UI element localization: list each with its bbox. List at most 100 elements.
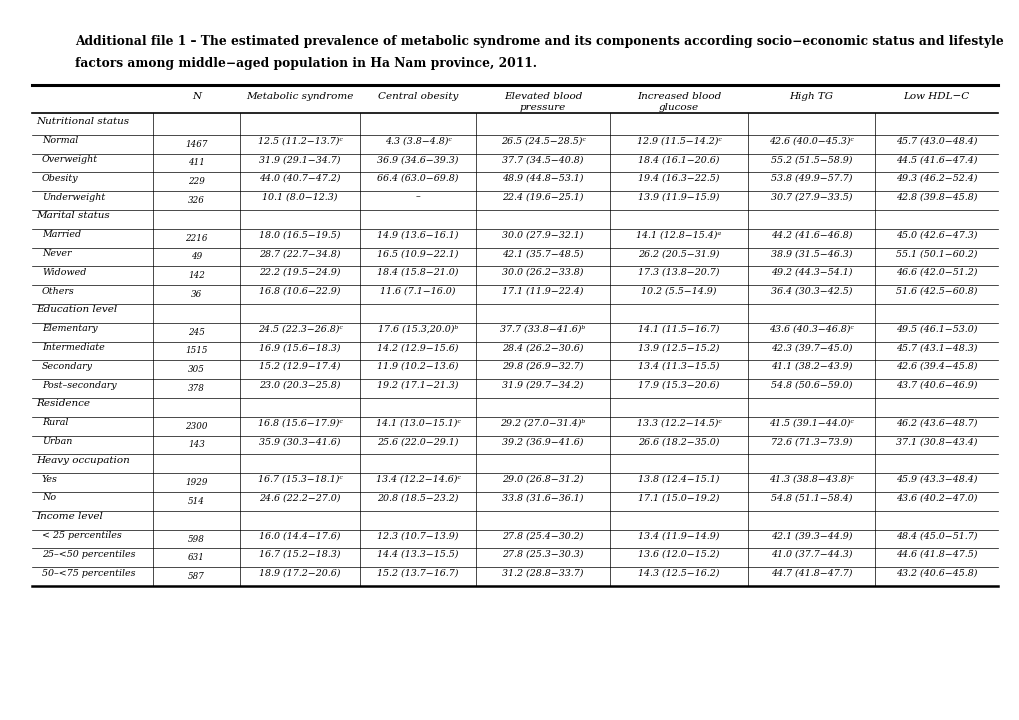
Text: 229: 229: [187, 177, 205, 186]
Text: 10.1 (8.0−12.3): 10.1 (8.0−12.3): [262, 193, 337, 202]
Text: 14.1 (13.0−15.1)ᶜ: 14.1 (13.0−15.1)ᶜ: [375, 418, 460, 427]
Text: 10.2 (5.5−14.9): 10.2 (5.5−14.9): [641, 287, 716, 296]
Text: 37.1 (30.8−43.4): 37.1 (30.8−43.4): [895, 437, 976, 446]
Text: 27.8 (25.4−30.2): 27.8 (25.4−30.2): [501, 531, 583, 540]
Text: Elevated blood: Elevated blood: [503, 92, 582, 101]
Text: No: No: [42, 493, 56, 503]
Text: 20.8 (18.5−23.2): 20.8 (18.5−23.2): [377, 493, 459, 503]
Text: 42.6 (40.0−45.3)ᶜ: 42.6 (40.0−45.3)ᶜ: [768, 136, 853, 145]
Text: Central obesity: Central obesity: [377, 92, 458, 101]
Text: 14.4 (13.3−15.5): 14.4 (13.3−15.5): [377, 550, 459, 559]
Text: N: N: [192, 92, 201, 101]
Text: 14.1 (11.5−16.7): 14.1 (11.5−16.7): [638, 324, 719, 333]
Text: 142: 142: [187, 271, 205, 280]
Text: 37.7 (34.5−40.8): 37.7 (34.5−40.8): [501, 155, 583, 164]
Text: 48.9 (44.8−53.1): 48.9 (44.8−53.1): [501, 174, 583, 183]
Text: 43.6 (40.3−46.8)ᶜ: 43.6 (40.3−46.8)ᶜ: [768, 324, 853, 333]
Text: Married: Married: [42, 230, 82, 239]
Text: 42.1 (35.7−48.5): 42.1 (35.7−48.5): [501, 249, 583, 258]
Text: 30.7 (27.9−33.5): 30.7 (27.9−33.5): [770, 193, 852, 202]
Text: 24.5 (22.3−26.8)ᶜ: 24.5 (22.3−26.8)ᶜ: [258, 324, 342, 333]
Text: Metabolic syndrome: Metabolic syndrome: [246, 92, 354, 101]
Text: 41.0 (37.7−44.3): 41.0 (37.7−44.3): [770, 550, 852, 559]
Text: 25.6 (22.0−29.1): 25.6 (22.0−29.1): [377, 437, 459, 446]
Text: 18.4 (16.1−20.6): 18.4 (16.1−20.6): [638, 155, 719, 164]
Text: 45.0 (42.6−47.3): 45.0 (42.6−47.3): [895, 230, 976, 239]
Text: 14.3 (12.5−16.2): 14.3 (12.5−16.2): [638, 569, 719, 577]
Text: 25–<50 percentiles: 25–<50 percentiles: [42, 550, 136, 559]
Text: Additional file 1 – The estimated prevalence of metabolic syndrome and its compo: Additional file 1 – The estimated preval…: [75, 35, 1003, 48]
Text: 16.0 (14.4−17.6): 16.0 (14.4−17.6): [259, 531, 340, 540]
Text: 49.5 (46.1−53.0): 49.5 (46.1−53.0): [895, 324, 976, 333]
Text: 46.6 (42.0−51.2): 46.6 (42.0−51.2): [895, 268, 976, 277]
Text: glucose: glucose: [658, 103, 698, 112]
Text: factors among middle−aged population in Ha Nam province, 2011.: factors among middle−aged population in …: [75, 57, 536, 70]
Text: 14.9 (13.6−16.1): 14.9 (13.6−16.1): [377, 230, 459, 239]
Text: 54.8 (50.6−59.0): 54.8 (50.6−59.0): [770, 381, 852, 390]
Text: 411: 411: [187, 158, 205, 168]
Text: Increased blood: Increased blood: [636, 92, 720, 101]
Text: 245: 245: [187, 328, 205, 337]
Text: 29.8 (26.9−32.7): 29.8 (26.9−32.7): [501, 362, 583, 371]
Text: Widowed: Widowed: [42, 268, 87, 277]
Text: 55.2 (51.5−58.9): 55.2 (51.5−58.9): [770, 155, 852, 164]
Text: Income level: Income level: [36, 513, 103, 521]
Text: 18.9 (17.2−20.6): 18.9 (17.2−20.6): [259, 569, 340, 577]
Text: High TG: High TG: [789, 92, 833, 101]
Text: 2300: 2300: [185, 422, 208, 431]
Text: 4.3 (3.8−4.8)ᶜ: 4.3 (3.8−4.8)ᶜ: [384, 136, 451, 145]
Text: 48.4 (45.0−51.7): 48.4 (45.0−51.7): [895, 531, 976, 540]
Text: 13.8 (12.4−15.1): 13.8 (12.4−15.1): [638, 474, 719, 484]
Text: 14.1 (12.8−15.4)ᵃ: 14.1 (12.8−15.4)ᵃ: [636, 230, 720, 239]
Text: 24.6 (22.2−27.0): 24.6 (22.2−27.0): [259, 493, 340, 503]
Text: 30.0 (27.9−32.1): 30.0 (27.9−32.1): [501, 230, 583, 239]
Text: 17.9 (15.3−20.6): 17.9 (15.3−20.6): [638, 381, 719, 390]
Text: 143: 143: [187, 441, 205, 449]
Text: 53.8 (49.9−57.7): 53.8 (49.9−57.7): [770, 174, 852, 183]
Text: 28.4 (26.2−30.6): 28.4 (26.2−30.6): [501, 343, 583, 352]
Text: 13.4 (12.2−14.6)ᶜ: 13.4 (12.2−14.6)ᶜ: [375, 474, 460, 484]
Text: 598: 598: [187, 534, 205, 544]
Text: 13.4 (11.3−15.5): 13.4 (11.3−15.5): [638, 362, 719, 371]
Text: 12.5 (11.2−13.7)ᶜ: 12.5 (11.2−13.7)ᶜ: [258, 136, 342, 145]
Text: Urban: Urban: [42, 437, 72, 446]
Text: 36: 36: [191, 290, 202, 299]
Text: 31.2 (28.8−33.7): 31.2 (28.8−33.7): [501, 569, 583, 577]
Text: 29.0 (26.8−31.2): 29.0 (26.8−31.2): [501, 474, 583, 484]
Text: 51.6 (42.5−60.8): 51.6 (42.5−60.8): [895, 287, 976, 296]
Text: 29.2 (27.0−31.4)ᵇ: 29.2 (27.0−31.4)ᵇ: [500, 418, 585, 427]
Text: Heavy occupation: Heavy occupation: [36, 456, 129, 465]
Text: 378: 378: [187, 384, 205, 393]
Text: 19.2 (17.1−21.3): 19.2 (17.1−21.3): [377, 381, 459, 390]
Text: Never: Never: [42, 249, 71, 258]
Text: Underweight: Underweight: [42, 193, 105, 202]
Text: 19.4 (16.3−22.5): 19.4 (16.3−22.5): [638, 174, 719, 183]
Text: Residence: Residence: [36, 400, 90, 408]
Text: 42.8 (39.8−45.8): 42.8 (39.8−45.8): [895, 193, 976, 202]
Text: Obesity: Obesity: [42, 174, 78, 183]
Text: 18.0 (16.5−19.5): 18.0 (16.5−19.5): [259, 230, 340, 239]
Text: Nutritional status: Nutritional status: [36, 117, 129, 127]
Text: 18.4 (15.8−21.0): 18.4 (15.8−21.0): [377, 268, 459, 277]
Text: 66.4 (63.0−69.8): 66.4 (63.0−69.8): [377, 174, 459, 183]
Text: 17.1 (11.9−22.4): 17.1 (11.9−22.4): [501, 287, 583, 296]
Text: 49.2 (44.3−54.1): 49.2 (44.3−54.1): [770, 268, 852, 277]
Text: 17.6 (15.3,20.0)ᵇ: 17.6 (15.3,20.0)ᵇ: [377, 324, 458, 333]
Text: 35.9 (30.3−41.6): 35.9 (30.3−41.6): [259, 437, 340, 446]
Text: 23.0 (20.3−25.8): 23.0 (20.3−25.8): [259, 381, 340, 390]
Text: 12.9 (11.5−14.2)ᶜ: 12.9 (11.5−14.2)ᶜ: [636, 136, 720, 145]
Text: –: –: [415, 193, 420, 202]
Text: 16.8 (15.6−17.9)ᶜ: 16.8 (15.6−17.9)ᶜ: [258, 418, 342, 427]
Text: 13.9 (11.9−15.9): 13.9 (11.9−15.9): [638, 193, 719, 202]
Text: 15.2 (13.7−16.7): 15.2 (13.7−16.7): [377, 569, 459, 577]
Text: 17.3 (13.8−20.7): 17.3 (13.8−20.7): [638, 268, 719, 277]
Text: 587: 587: [187, 572, 205, 581]
Text: 50–<75 percentiles: 50–<75 percentiles: [42, 569, 136, 577]
Text: 2216: 2216: [185, 234, 208, 243]
Text: 41.1 (38.2−43.9): 41.1 (38.2−43.9): [770, 362, 852, 371]
Text: 13.4 (11.9−14.9): 13.4 (11.9−14.9): [638, 531, 719, 540]
Text: 22.4 (19.6−25.1): 22.4 (19.6−25.1): [501, 193, 583, 202]
Text: Elementary: Elementary: [42, 324, 98, 333]
Text: 72.6 (71.3−73.9): 72.6 (71.3−73.9): [770, 437, 852, 446]
Text: 49: 49: [191, 253, 202, 261]
